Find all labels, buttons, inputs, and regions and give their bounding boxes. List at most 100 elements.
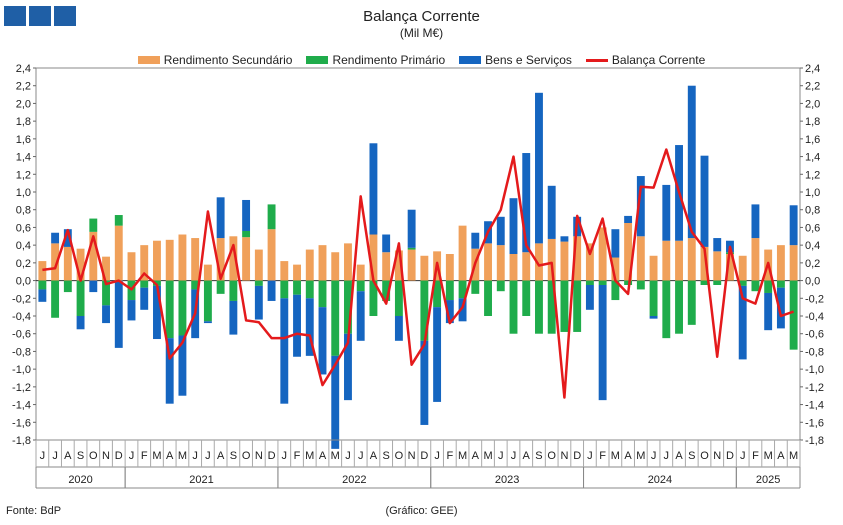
x-month-label: F [599, 450, 606, 462]
y-tick-label-left: -0,4 [12, 311, 31, 323]
bar-bens-servicos [764, 292, 773, 331]
y-tick-label-right: 0,6 [805, 222, 820, 234]
bar-bens-servicos [216, 197, 225, 239]
bar-bens-servicos [700, 155, 709, 247]
bar-rendimento-primario [764, 280, 773, 293]
y-tick-label-left: -1,2 [12, 382, 31, 394]
bar-rendimento-secundario [420, 255, 429, 281]
bar-bens-servicos [344, 333, 352, 401]
legend-label-rendimento-primario: Rendimento Primário [332, 53, 446, 67]
y-tick-label-left: 0,4 [16, 240, 31, 252]
y-tick-label-right: -1,2 [805, 382, 824, 394]
bar-rendimento-secundario [789, 245, 798, 281]
y-tick-label-right: -0,6 [805, 329, 824, 341]
y-tick-label-right: 0,2 [805, 258, 820, 270]
bar-bens-servicos [713, 238, 722, 252]
bar-rendimento-secundario [624, 223, 633, 281]
bar-bens-servicos [369, 143, 378, 235]
bar-rendimento-primario [369, 280, 378, 316]
bar-bens-servicos [649, 316, 658, 319]
bar-rendimento-secundario [751, 238, 760, 281]
bar-rendimento-secundario [713, 251, 722, 281]
bar-bens-servicos [140, 287, 149, 310]
x-month-label: J [192, 450, 198, 462]
x-month-label: J [434, 450, 440, 462]
bar-rendimento-primario [535, 280, 543, 334]
bar-rendimento-primario [102, 280, 110, 306]
bar-rendimento-secundario [280, 261, 289, 281]
bar-bens-servicos [522, 153, 531, 253]
x-month-label: N [713, 450, 721, 462]
bar-rendimento-primario [63, 280, 72, 293]
x-month-label: J [651, 450, 657, 462]
bar-bens-servicos [394, 316, 403, 341]
bar-bens-servicos [611, 229, 620, 258]
bar-rendimento-secundario [535, 243, 543, 281]
y-tick-label-right: -0,8 [805, 346, 824, 358]
y-tick-label-left: 0,6 [16, 222, 31, 234]
bar-rendimento-primario [547, 280, 556, 334]
bar-rendimento-secundario [649, 255, 658, 281]
x-month-label: M [611, 450, 620, 462]
x-month-label: A [777, 450, 785, 462]
bar-bens-servicos [63, 229, 72, 247]
bar-rendimento-secundario [305, 249, 314, 281]
chart-subtitle: (Mil M€) [399, 26, 444, 40]
legend-label-bens-servicos: Bens e Serviços [485, 53, 572, 67]
x-month-label: J [664, 450, 670, 462]
x-month-label: M [152, 450, 161, 462]
x-month-label: O [547, 450, 556, 462]
y-tick-label-right: 2,0 [805, 98, 820, 110]
x-month-label: J [345, 450, 351, 462]
x-month-label: J [282, 450, 288, 462]
bar-bens-servicos [560, 236, 569, 242]
x-month-label: J [740, 450, 746, 462]
bar-bens-servicos [751, 204, 760, 239]
bar-bens-servicos [127, 300, 136, 321]
plot-area [35, 67, 801, 441]
x-month-label: O [242, 450, 251, 462]
y-tick-label-right: 1,2 [805, 169, 820, 181]
y-tick-label-left: -0,2 [12, 293, 31, 305]
bar-rendimento-secundario [458, 225, 467, 281]
legend-item-rendimento-primario: Rendimento Primário [306, 53, 445, 67]
y-tick-label-right: 0,8 [805, 205, 820, 217]
y-tick-label-right: 1,6 [805, 134, 820, 146]
bar-rendimento-primario [229, 280, 238, 301]
bar-rendimento-primario [496, 280, 505, 292]
bar-bens-servicos [738, 285, 747, 360]
bar-rendimento-secundario [522, 252, 531, 281]
bar-bens-servicos [356, 291, 365, 341]
x-month-label: M [331, 450, 340, 462]
bar-bens-servicos [636, 176, 645, 237]
bar-rendimento-primario [394, 280, 403, 316]
y-tick-label-left: -1,0 [12, 364, 31, 376]
y-tick-label-left: -1,8 [12, 435, 31, 447]
bar-rendimento-primario [293, 280, 301, 295]
bar-bens-servicos [509, 198, 518, 254]
bar-rendimento-primario [280, 280, 289, 299]
bar-rendimento-secundario [369, 234, 378, 281]
bar-bens-servicos [242, 199, 251, 231]
bar-rendimento-secundario [153, 240, 161, 281]
bar-rendimento-secundario [662, 240, 671, 281]
x-month-label: J [587, 450, 593, 462]
y-tick-label-left: 0,2 [16, 258, 31, 270]
bar-rendimento-secundario [318, 245, 327, 281]
bar-rendimento-primario [649, 280, 658, 316]
bar-rendimento-secundario [203, 264, 212, 281]
bar-rendimento-secundario [407, 249, 416, 281]
bar-rendimento-secundario [394, 250, 403, 281]
bar-rendimento-secundario [547, 238, 556, 281]
x-month-label: A [624, 450, 632, 462]
y-tick-label-left: -0,8 [12, 346, 31, 358]
bar-bens-servicos [458, 298, 467, 322]
x-month-label: M [483, 450, 492, 462]
bar-rendimento-primario [305, 280, 314, 299]
bar-rendimento-secundario [331, 252, 340, 281]
bar-bens-servicos [280, 298, 289, 404]
x-month-label: D [420, 450, 428, 462]
bar-bens-servicos [687, 85, 696, 239]
bar-rendimento-secundario [598, 227, 607, 281]
bar-rendimento-primario [738, 280, 747, 286]
